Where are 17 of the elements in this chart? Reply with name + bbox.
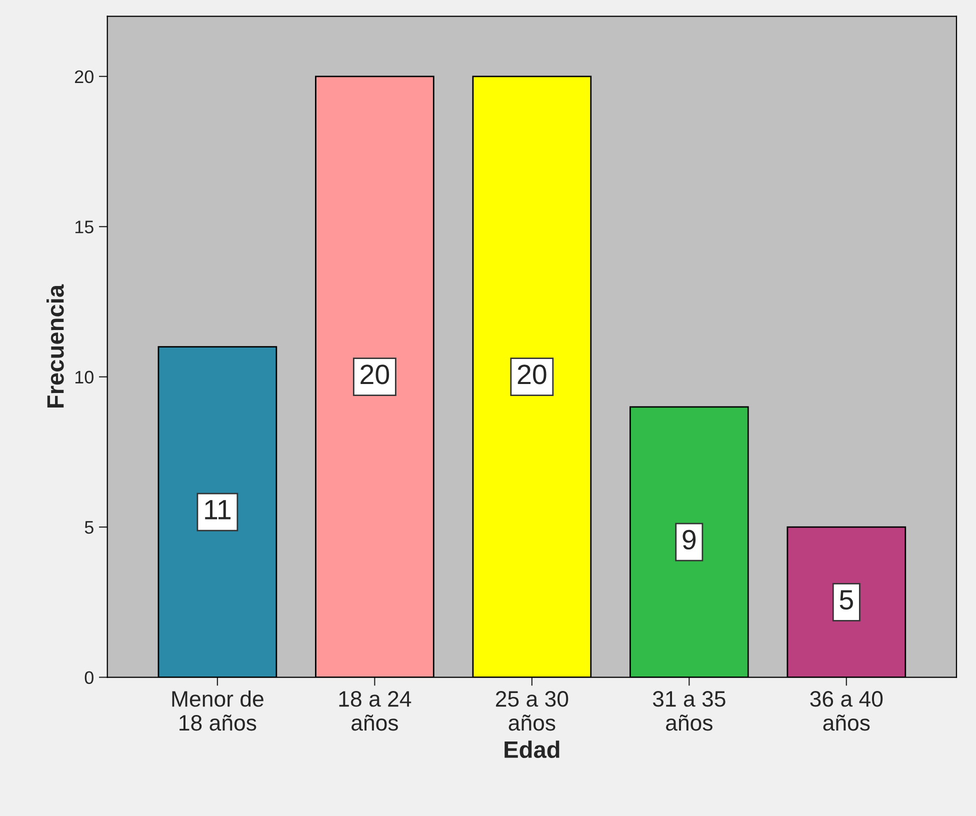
x-tick-label: 31 a 35 años: [652, 691, 726, 731]
x-axis-title: Edad: [504, 740, 560, 758]
x-tick-label: Menor de 18 años: [172, 690, 264, 731]
data-label: 20: [360, 364, 390, 384]
y-tick-label: 0: [84, 671, 94, 684]
x-tick-label: 18 a 24 años: [339, 691, 412, 731]
data-label: 5: [840, 590, 853, 610]
x-tick-label: 36 a 40 años: [810, 691, 883, 731]
data-label: 9: [682, 530, 696, 550]
data-label: 11: [205, 500, 230, 520]
data-label: 20: [518, 364, 546, 384]
y-tick-label: 5: [84, 521, 94, 534]
y-tick-label: 15: [75, 220, 94, 234]
y-tick-label: 10: [75, 370, 94, 384]
y-axis-title: Frecuencia: [46, 284, 64, 408]
x-tick-label: 25 a 30 años: [496, 691, 568, 731]
y-tick-label: 20: [74, 70, 94, 84]
